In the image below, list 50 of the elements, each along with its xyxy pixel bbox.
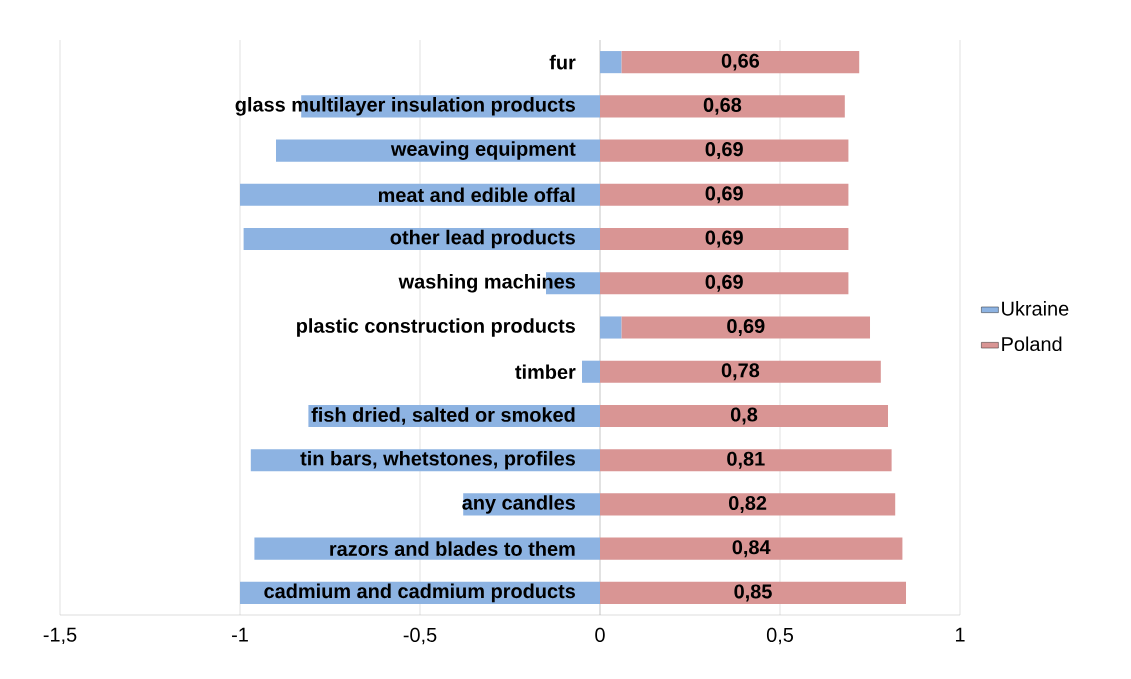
x-tick-label: 0 xyxy=(595,627,605,642)
bar xyxy=(600,139,849,162)
legend-label: Ukraine xyxy=(1002,301,1069,316)
data-label: 0,78 xyxy=(721,363,760,381)
bar xyxy=(600,537,903,560)
data-label: 0,82 xyxy=(729,495,767,513)
data-label: 0,69 xyxy=(705,142,743,160)
bar xyxy=(621,51,860,74)
bar xyxy=(600,360,881,383)
bar xyxy=(600,581,907,604)
y-tick-label: fur xyxy=(549,54,576,70)
x-tick-label: -1,5 xyxy=(43,627,77,645)
bar xyxy=(600,404,889,428)
y-tick-label: plastic construction products xyxy=(297,318,575,337)
bar xyxy=(600,51,622,74)
y-tick-label: any candles xyxy=(462,495,575,514)
y-tick-label: weaving equipment xyxy=(390,141,576,160)
bar xyxy=(582,360,601,383)
data-label: 0,69 xyxy=(705,230,743,248)
y-tick-label: glass multilayer insulation products xyxy=(235,97,575,116)
x-tick-label: -1 xyxy=(232,627,248,642)
bar xyxy=(600,493,896,516)
data-label: 0,69 xyxy=(705,186,743,204)
data-label: 0,69 xyxy=(727,319,765,336)
data-label: 0,81 xyxy=(727,451,765,469)
legend-label: Poland xyxy=(1002,336,1062,352)
bar xyxy=(600,449,892,472)
data-label: 0,66 xyxy=(721,53,760,71)
y-tick-label: razors and blades to them xyxy=(330,541,575,556)
bar xyxy=(621,316,871,339)
bar xyxy=(600,272,849,295)
y-tick-label: cadmium and cadmium products xyxy=(264,583,575,603)
x-tick-label: 0,5 xyxy=(766,627,794,645)
data-label: 0,85 xyxy=(734,584,772,602)
x-tick-label: 1 xyxy=(955,627,965,642)
bar xyxy=(600,316,622,339)
data-label: 0,84 xyxy=(732,540,771,558)
bar xyxy=(600,227,849,251)
data-label: 0,68 xyxy=(703,97,742,115)
y-tick-label: timber xyxy=(515,364,576,380)
bar xyxy=(600,183,849,206)
data-label: 0,69 xyxy=(705,274,743,292)
y-tick-label: washing machines xyxy=(398,273,575,293)
y-tick-label: tin bars, whetstones, profiles xyxy=(300,450,575,470)
y-tick-label: meat and edible offal xyxy=(378,187,575,203)
data-label: 0,8 xyxy=(730,407,758,425)
y-tick-label: fish dried, salted or smoked xyxy=(311,407,575,425)
x-tick-label: -0,5 xyxy=(403,627,437,645)
y-tick-label: other lead products xyxy=(390,229,575,249)
bar xyxy=(600,95,845,118)
